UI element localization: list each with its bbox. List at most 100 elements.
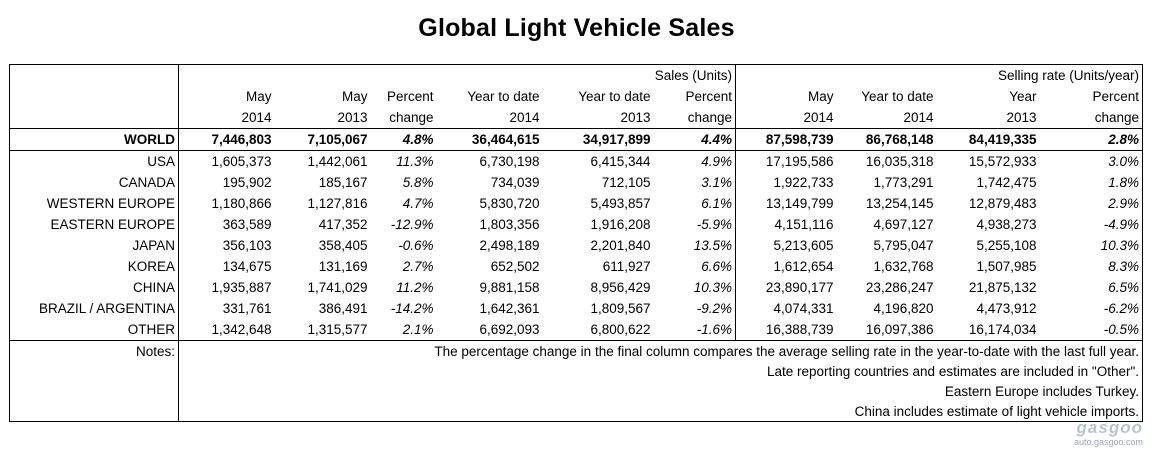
notes-label-spacer	[9, 381, 179, 401]
column-header-cell: Percent	[386, 88, 434, 104]
value-cell: 195,902	[178, 172, 275, 193]
column-header-cell: Percent	[1039, 86, 1143, 107]
value-cell: 5,213,605	[735, 235, 837, 256]
value-cell: 7,105,067	[274, 128, 371, 151]
value-cell: 6,730,198	[436, 150, 543, 172]
value-cell: 86,768,148	[836, 128, 937, 151]
value-cell: 417,352	[318, 216, 368, 232]
column-header-cell: Year to date	[467, 88, 540, 104]
percent-change-cell: -9.2%	[696, 300, 732, 316]
note-text: China includes estimate of light vehicle…	[178, 401, 1143, 422]
region-row: USA 1,605,373 1,442,061 11.3% 6,730,198 6,415…	[9, 150, 1143, 172]
value-cell: 134,675	[178, 256, 275, 277]
column-header-cell: May	[341, 88, 368, 104]
value-cell: 358,405	[318, 237, 368, 253]
value-cell: 1,612,654	[735, 256, 837, 277]
value-cell: 1,507,985	[976, 258, 1037, 274]
region-row: JAPAN 356,103 358,405 -0.6% 2,498,189 2,201,8…	[9, 235, 1143, 256]
value-cell: 4,151,116	[735, 214, 837, 235]
value-cell: 1,916,208	[590, 216, 651, 232]
value-cell: 13,254,145	[865, 195, 934, 211]
row-label: USA	[9, 150, 179, 172]
note-row: Notes: The percentage change in the final…	[9, 340, 1143, 361]
value-cell: 6,800,622	[590, 321, 651, 337]
note-row: China includes estimate of light vehicle…	[9, 401, 1143, 422]
value-cell: 363,589	[178, 214, 275, 235]
value-cell: 84,419,335	[936, 128, 1040, 151]
percent-change-cell: 10.3%	[1039, 235, 1143, 256]
value-cell: 1,632,768	[873, 258, 934, 274]
value-cell: 1,442,061	[274, 150, 371, 172]
percent-change-cell: -0.6%	[398, 237, 434, 253]
column-header-cell: change	[1039, 107, 1143, 129]
column-header-cell: 2014	[509, 109, 540, 125]
row-label: JAPAN	[9, 235, 179, 256]
percent-change-cell: 4.8%	[370, 128, 437, 151]
row-label: OTHER	[9, 319, 179, 341]
value-cell: 6,692,093	[479, 321, 540, 337]
region-row: BRAZIL / ARGENTINA 331,761 386,491 -14.2% 1,…	[9, 298, 1143, 319]
group-header-sales: Sales (Units)	[178, 64, 736, 86]
sales-table: Sales (Units) Selling rate (Units/year) …	[9, 64, 1143, 422]
value-cell: 34,917,899	[542, 128, 654, 151]
region-row: OTHER 1,342,648 1,315,577 2.1% 6,692,093 6,80…	[9, 319, 1143, 341]
page-title: Global Light Vehicle Sales	[418, 14, 735, 42]
value-cell: 1,935,887	[178, 277, 275, 298]
percent-change-cell: 3.1%	[701, 174, 732, 190]
column-header-cell: Year to date	[861, 88, 934, 104]
column-header-row-1: May May Percent Year to date Year to date Per…	[9, 86, 1143, 107]
value-cell: 185,167	[318, 174, 368, 190]
percent-change-cell: 1.8%	[1039, 172, 1143, 193]
value-cell: 12,879,483	[968, 195, 1037, 211]
column-header-cell: May	[178, 86, 275, 107]
region-row: EASTERN EUROPE 363,589 417,352 -12.9% 1,803,…	[9, 214, 1143, 235]
value-cell: 1,773,291	[873, 174, 934, 190]
region-row: KOREA 134,675 131,169 2.7% 652,502 611,927 6.6…	[9, 256, 1143, 277]
row-label: BRAZIL / ARGENTINA	[9, 298, 179, 319]
value-cell: 16,388,739	[735, 319, 837, 341]
world-total-row: WORLD 7,446,803 7,105,067 4.8% 36,464,615 34,…	[9, 128, 1143, 151]
percent-change-cell: 10.3%	[693, 279, 732, 295]
value-cell: 652,502	[490, 258, 540, 274]
value-cell: 1,922,733	[735, 172, 837, 193]
corner-cell	[9, 86, 179, 107]
percent-change-cell: 13.5%	[693, 237, 732, 253]
value-cell: 1,342,648	[178, 319, 275, 341]
value-cell: 1,127,816	[307, 195, 368, 211]
percent-change-cell: 6.1%	[701, 195, 732, 211]
value-cell: 2,201,840	[590, 237, 651, 253]
value-cell: 15,572,933	[936, 150, 1040, 172]
value-cell: 4,074,331	[735, 298, 837, 319]
gasgoo-logo: gasgoo	[1076, 418, 1143, 437]
value-cell: 4,473,912	[976, 300, 1037, 316]
percent-change-cell: 5.8%	[402, 174, 434, 190]
percent-change-cell: 2.1%	[402, 321, 434, 337]
group-header-selling-rate: Selling rate (Units/year)	[735, 64, 1143, 86]
value-cell: 1,642,361	[479, 300, 540, 316]
value-cell: 36,464,615	[436, 128, 543, 151]
percent-change-cell: 2.8%	[1039, 128, 1143, 151]
value-cell: 23,890,177	[735, 277, 837, 298]
column-header-cell: 2013	[337, 109, 368, 125]
value-cell: 131,169	[318, 258, 368, 274]
gasgoo-watermark: gasgoo auto.gasgoo.com	[1074, 418, 1143, 448]
row-label: WESTERN EUROPE	[9, 193, 179, 214]
column-header-cell: 2014	[178, 107, 275, 129]
percent-change-cell: -4.9%	[1039, 214, 1143, 235]
group-header-row: Sales (Units) Selling rate (Units/year)	[9, 64, 1143, 86]
percent-change-cell: -6.2%	[1039, 298, 1143, 319]
note-row: Eastern Europe includes Turkey.	[9, 381, 1143, 401]
value-cell: 9,881,158	[479, 279, 540, 295]
percent-change-cell: 2.7%	[402, 258, 434, 274]
value-cell: 7,446,803	[178, 128, 275, 151]
value-cell: 386,491	[318, 300, 368, 316]
column-header-cell: Year to date	[578, 88, 651, 104]
column-header-cell: 2013	[620, 109, 651, 125]
column-header-row-2: 2014 2013 change 2014 2013 change 2014 2014 2013…	[9, 107, 1143, 129]
corner-cell	[9, 107, 179, 129]
value-cell: 5,255,108	[976, 237, 1037, 253]
value-cell: 4,938,273	[976, 216, 1037, 232]
region-row: CHINA 1,935,887 1,741,029 11.2% 9,881,158 8,9…	[9, 277, 1143, 298]
value-cell: 1,809,567	[590, 300, 651, 316]
value-cell: 611,927	[602, 258, 651, 274]
